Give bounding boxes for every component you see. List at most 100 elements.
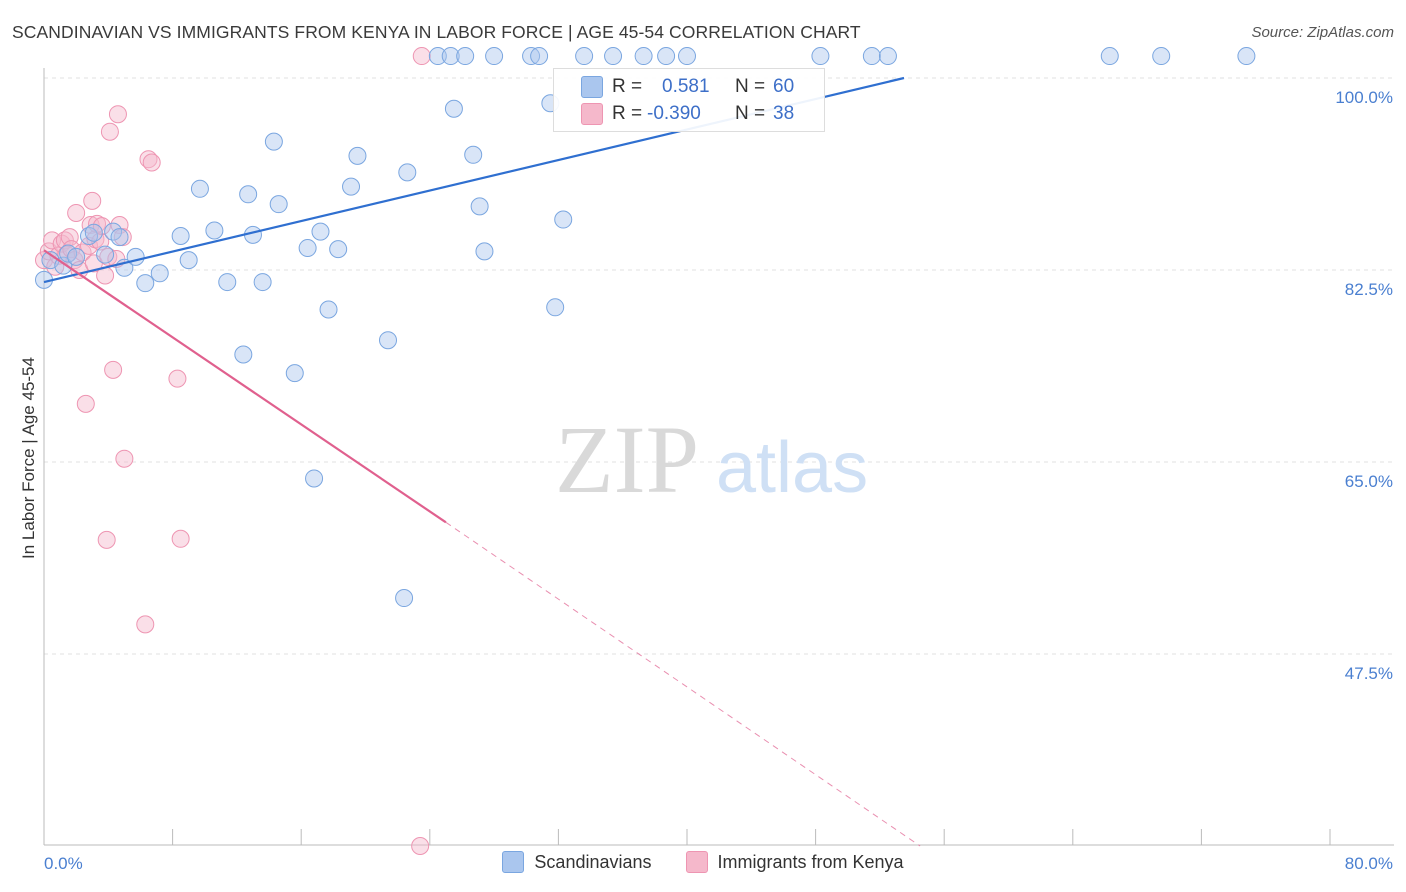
kenya-point xyxy=(171,529,190,548)
scandinavian-point xyxy=(485,47,504,66)
scandinavian-point xyxy=(657,47,676,66)
kenya-point xyxy=(104,360,123,379)
stats-r-label: R = xyxy=(612,76,643,97)
scandinavian-point xyxy=(305,469,324,488)
scandinavian-point xyxy=(342,177,361,196)
legend-swatch-kenya xyxy=(685,851,708,873)
scandinavian-point xyxy=(171,226,190,245)
scandinavian-point xyxy=(205,221,224,240)
stats-box: R = 0.581 N = 60 R = -0.390 N = 38 xyxy=(553,68,825,132)
legend-item-kenya[interactable]: Immigrants from Kenya xyxy=(685,851,904,873)
scandinavian-point xyxy=(285,364,304,383)
axes xyxy=(43,68,1394,846)
legend-item-scandinavians[interactable]: Scandinavians xyxy=(502,851,652,873)
scandinavian-point xyxy=(634,47,653,66)
legend-label-kenya: Immigrants from Kenya xyxy=(717,851,904,872)
scandinavian-point xyxy=(190,179,209,198)
kenya-point xyxy=(115,449,134,468)
scandinavian-point xyxy=(179,251,198,270)
scandinavian-point xyxy=(218,273,237,292)
scandinavian-point xyxy=(878,47,897,66)
scandinavian-point xyxy=(329,240,348,259)
scandinavian-point xyxy=(530,47,549,66)
scandinavian-point xyxy=(269,195,288,214)
scandinavian-point xyxy=(84,223,103,242)
scandinavian-point xyxy=(456,47,475,66)
scandinavian-point xyxy=(554,210,573,229)
scandinavian-point xyxy=(264,132,283,151)
stats-n-value-kenya: 38 xyxy=(773,103,795,124)
scandinavian-point xyxy=(398,163,417,182)
scandinavian-point xyxy=(1152,47,1171,66)
kenya-point xyxy=(67,203,86,222)
watermark-atlas: atlas xyxy=(716,428,868,508)
scandinavian-point xyxy=(604,47,623,66)
scandinavian-point xyxy=(80,226,99,245)
scandinavian-point xyxy=(311,222,330,241)
y-tick-label-0: 47.5% xyxy=(1345,664,1393,683)
kenya-points xyxy=(35,47,431,855)
kenya-point xyxy=(168,369,187,388)
kenya-trend-line-extrapolated xyxy=(445,521,921,847)
kenya-point xyxy=(411,837,430,855)
scandinavian-point xyxy=(428,47,447,66)
scandinavian-point xyxy=(136,274,155,293)
x-tick-label-max: 80.0% xyxy=(1345,854,1393,873)
kenya-point xyxy=(97,530,116,549)
source-label: Source: ZipAtlas.com xyxy=(1251,24,1394,41)
stats-r-value-scandinavians: 0.581 xyxy=(662,76,710,97)
stats-n-label: N = xyxy=(735,76,766,97)
kenya-point xyxy=(43,231,62,250)
stats-swatch-scandinavians xyxy=(581,76,603,98)
kenya-point xyxy=(108,105,127,124)
gridlines xyxy=(44,77,1394,655)
legend-swatch-scandinavians xyxy=(502,851,525,873)
watermark-zip: ZIP xyxy=(555,406,699,513)
tick-labels: 47.5% 65.0% 82.5% 100.0% 0.0% 80.0% xyxy=(44,88,1393,873)
kenya-point xyxy=(139,150,158,169)
scandinavian-point xyxy=(575,47,594,66)
stats-n-value-scandinavians: 60 xyxy=(773,76,795,97)
scandinavian-point xyxy=(348,146,367,165)
kenya-point xyxy=(100,122,119,141)
scandinavian-point xyxy=(678,47,696,66)
scandinavian-point xyxy=(1237,47,1256,66)
scandinavian-point xyxy=(379,331,398,350)
scandinavian-point xyxy=(395,589,414,608)
scandinavian-point xyxy=(811,47,830,66)
scandinavian-point xyxy=(444,99,463,118)
kenya-point xyxy=(142,153,161,172)
stats-swatch-kenya xyxy=(581,103,603,125)
kenya-point xyxy=(412,47,431,66)
scandinavian-point xyxy=(67,247,86,266)
scandinavian-point xyxy=(150,264,169,283)
scandinavian-point xyxy=(253,273,272,292)
scandinavian-point xyxy=(546,298,565,317)
kenya-point xyxy=(83,191,102,210)
scandinavian-point xyxy=(862,47,881,66)
legend-label-scandinavians: Scandinavians xyxy=(534,851,652,872)
scandinavian-points xyxy=(35,47,1256,608)
y-tick-label-1: 65.0% xyxy=(1345,472,1393,491)
scandinavian-point xyxy=(110,228,129,247)
scandinavian-point xyxy=(239,185,258,204)
scandinavian-point xyxy=(464,145,483,164)
scandinavian-point xyxy=(298,239,317,258)
scandinavian-point xyxy=(319,300,338,319)
y-tick-label-3: 100.0% xyxy=(1335,88,1393,107)
chart-title: SCANDINAVIAN VS IMMIGRANTS FROM KENYA IN… xyxy=(12,22,861,42)
kenya-point xyxy=(35,251,53,270)
x-tick-label-min: 0.0% xyxy=(44,854,83,873)
scandinavian-point xyxy=(96,245,115,264)
y-tick-label-2: 82.5% xyxy=(1345,280,1393,299)
scandinavian-point xyxy=(234,345,253,364)
scandinavian-point xyxy=(470,197,489,216)
y-axis-title: In Labor Force | Age 45-54 xyxy=(19,357,38,559)
kenya-point xyxy=(136,615,155,634)
stats-r-label: R = xyxy=(612,103,643,124)
scandinavian-point xyxy=(475,242,494,261)
scandinavian-point xyxy=(1100,47,1119,66)
stats-n-label: N = xyxy=(735,103,766,124)
kenya-trend-line xyxy=(43,249,447,524)
scandinavian-point xyxy=(441,47,460,66)
